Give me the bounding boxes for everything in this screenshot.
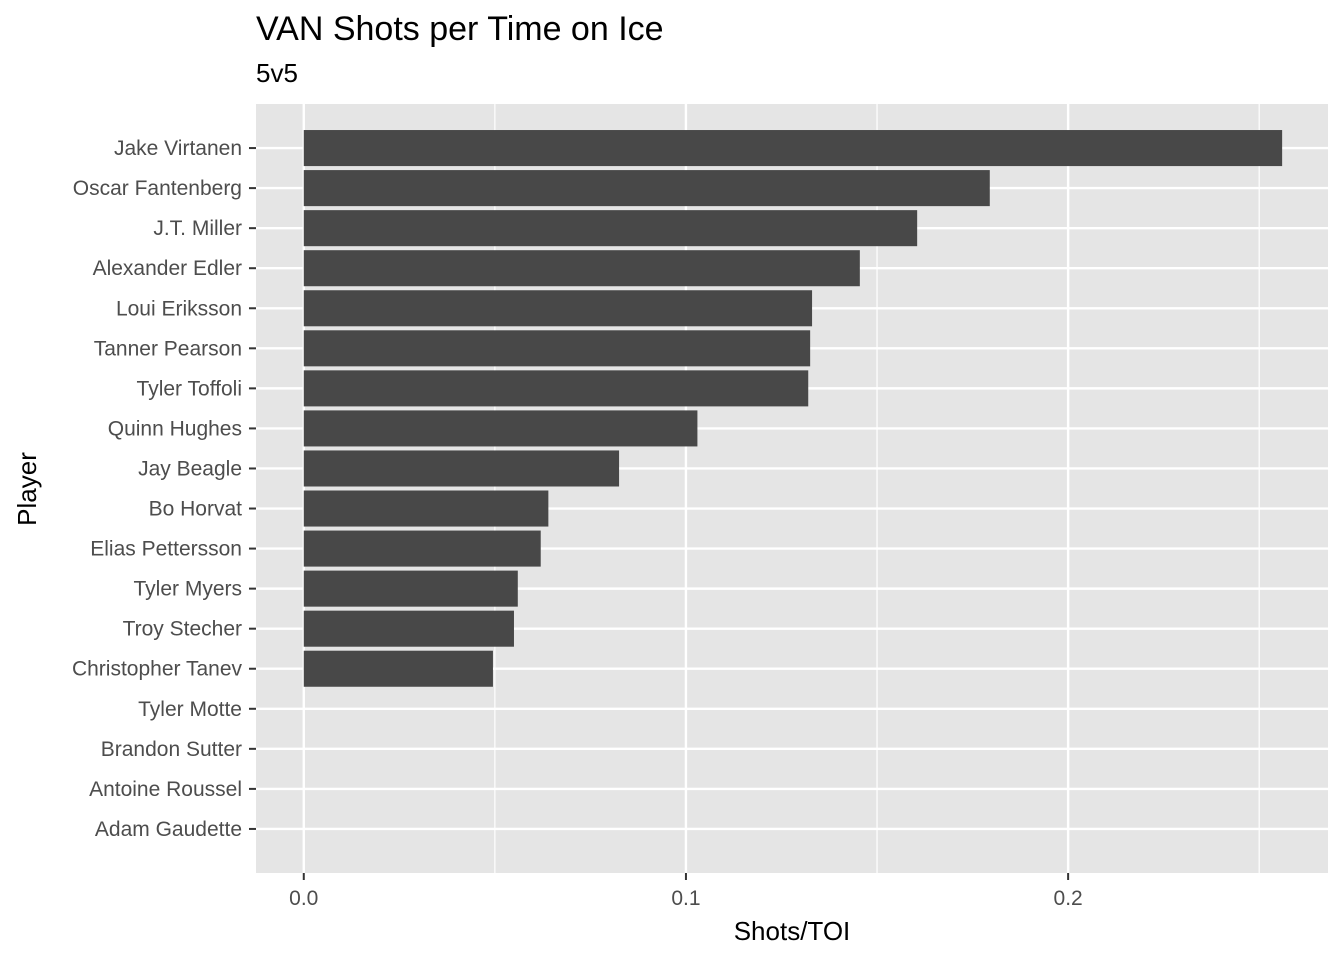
y-tick-label: Jake Virtanen bbox=[114, 137, 242, 160]
y-tick-label: Troy Stecher bbox=[123, 618, 242, 641]
bar-tyler-myers bbox=[303, 570, 518, 607]
y-tick-label: J.T. Miller bbox=[153, 217, 242, 240]
bar-jay-beagle bbox=[303, 450, 620, 487]
x-axis-title: Shots/TOI bbox=[734, 916, 851, 946]
y-tick-label: Alexander Edler bbox=[93, 257, 242, 280]
bar-jake-virtanen bbox=[303, 130, 1283, 167]
bar-j-t-miller bbox=[303, 210, 918, 247]
y-tick-label: Antoine Roussel bbox=[89, 778, 242, 801]
y-tick-label: Tyler Toffoli bbox=[137, 377, 242, 400]
x-tick-label: 0.1 bbox=[671, 887, 700, 910]
bar-elias-pettersson bbox=[303, 530, 541, 567]
y-tick-label: Tyler Motte bbox=[138, 698, 242, 721]
x-axis: 0.0 0.1 0.2 bbox=[289, 873, 1083, 910]
y-tick-label: Quinn Hughes bbox=[108, 417, 242, 440]
y-tick-label: Tanner Pearson bbox=[94, 337, 242, 360]
x-tick-label: 0.0 bbox=[289, 887, 318, 910]
bar-bo-horvat bbox=[303, 490, 549, 527]
y-tick-label: Loui Eriksson bbox=[116, 297, 242, 320]
chart-title: VAN Shots per Time on Ice bbox=[256, 10, 664, 48]
bar-tyler-toffoli bbox=[303, 370, 809, 407]
x-tick-label: 0.2 bbox=[1054, 887, 1083, 910]
bar-loui-eriksson bbox=[303, 290, 813, 327]
bar-christopher-tanev bbox=[303, 650, 493, 687]
bar-tanner-pearson bbox=[303, 330, 811, 367]
bar-alexander-edler bbox=[303, 250, 860, 287]
y-tick-label: Adam Gaudette bbox=[95, 818, 242, 841]
chart-subtitle: 5v5 bbox=[256, 58, 298, 88]
y-tick-label: Christopher Tanev bbox=[72, 658, 243, 681]
y-tick-label: Jay Beagle bbox=[138, 457, 242, 480]
y-tick-label: Elias Pettersson bbox=[90, 538, 242, 561]
y-tick-label: Bo Horvat bbox=[149, 498, 243, 521]
y-tick-label: Brandon Sutter bbox=[101, 738, 242, 761]
bar-oscar-fantenberg bbox=[303, 170, 990, 207]
y-tick-label: Oscar Fantenberg bbox=[73, 177, 242, 200]
y-axis: Jake Virtanen Oscar Fantenberg J.T. Miller… bbox=[72, 137, 256, 841]
y-axis-title: Player bbox=[12, 452, 42, 526]
bar-troy-stecher bbox=[303, 610, 514, 647]
bar-quinn-hughes bbox=[303, 410, 698, 447]
y-tick-label: Tyler Myers bbox=[133, 578, 242, 601]
bars bbox=[303, 130, 1283, 687]
